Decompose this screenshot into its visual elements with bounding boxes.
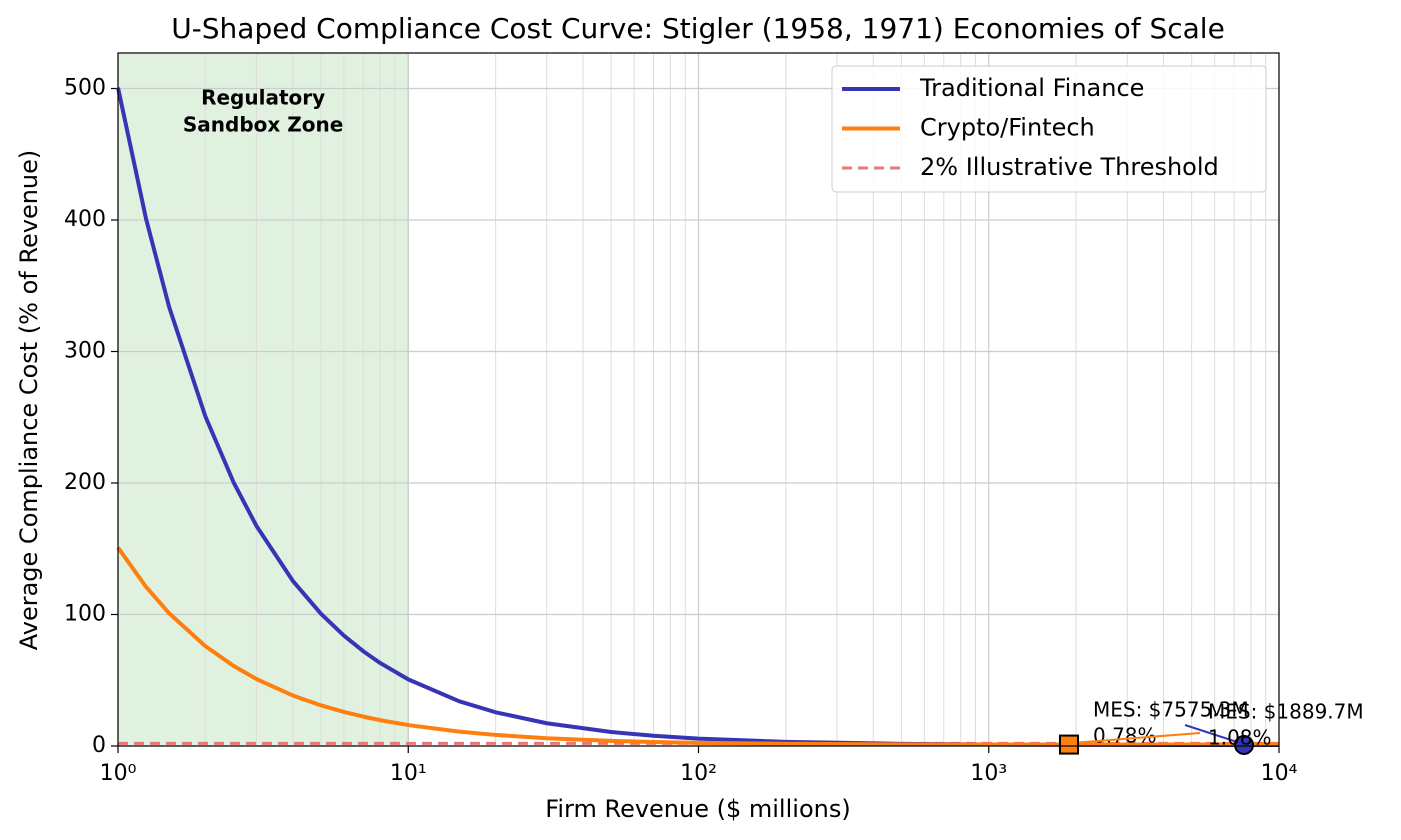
- annotation-text: MES: $7575.3M: [1093, 698, 1249, 722]
- y-tick-label: 500: [64, 76, 106, 101]
- y-tick-label: 300: [64, 339, 106, 364]
- y-tick-label: 200: [64, 470, 106, 495]
- mes-marker: [1233, 734, 1254, 755]
- x-tick-label: 10¹: [390, 761, 427, 786]
- annotation-arrow: [1184, 724, 1241, 744]
- chart-title: U-Shaped Compliance Cost Curve: Stigler …: [171, 12, 1225, 45]
- x-tick-label: 10⁴: [1261, 761, 1298, 786]
- legend-label: Crypto/Fintech: [920, 114, 1095, 142]
- sandbox-label: Sandbox Zone: [183, 113, 343, 137]
- legend-box: [831, 65, 1267, 193]
- legend-label: 2% Illustrative Threshold: [920, 153, 1219, 181]
- x-tick-label: 10⁰: [100, 761, 137, 786]
- mes-marker: [1058, 734, 1079, 755]
- sandbox-label: Regulatory: [201, 86, 325, 110]
- x-tick-label: 10²: [680, 761, 717, 786]
- y-axis-label: Average Compliance Cost (% of Revenue): [15, 150, 43, 651]
- annotation-text: 0.78%: [1093, 724, 1157, 748]
- legend-label: Traditional Finance: [919, 74, 1144, 102]
- x-tick-label: 10³: [970, 761, 1007, 786]
- annotation-arrow: [1076, 732, 1201, 744]
- annotation-text: MES: $1889.7M: [1208, 700, 1364, 724]
- plot-frame: [117, 52, 1280, 747]
- series-line: [116, 546, 1280, 747]
- x-axis-label: Firm Revenue ($ millions): [545, 795, 850, 823]
- y-tick-label: 0: [92, 733, 106, 758]
- y-tick-label: 400: [64, 207, 106, 232]
- y-tick-label: 100: [64, 602, 106, 627]
- sandbox-zone: [118, 53, 409, 746]
